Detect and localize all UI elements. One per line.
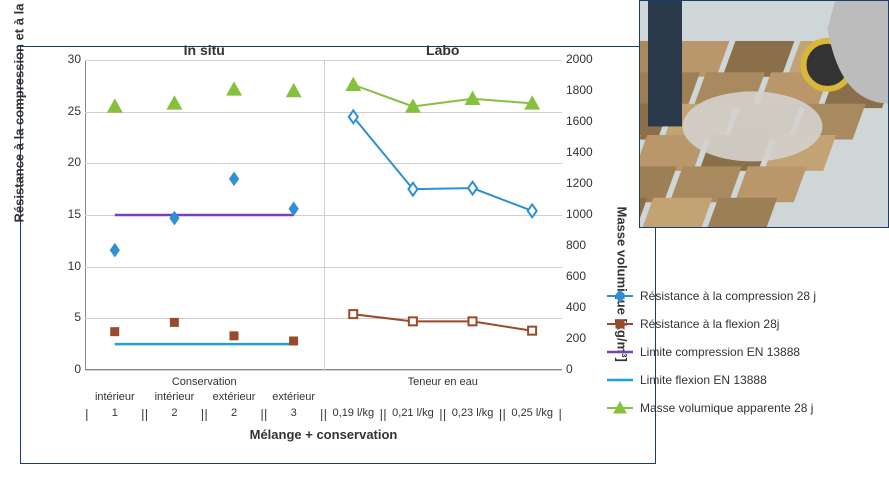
- flex-labo-marker: [409, 317, 417, 325]
- x-insitu-sub1: extérieur: [264, 391, 324, 403]
- x-labo-sub: 0,21 l/kg: [383, 407, 443, 419]
- flex-labo-line: [353, 314, 532, 331]
- legend: Résistance à la compression 28 j Résistan…: [606, 288, 816, 428]
- xheader-conservation: Conservation: [145, 376, 264, 388]
- legend-swatch: [606, 372, 634, 388]
- dens-insitu-marker: [227, 82, 241, 95]
- dens-insitu-marker: [167, 96, 181, 109]
- dens-labo-marker: [465, 92, 479, 105]
- photo: [639, 0, 889, 228]
- x-labo-sub: 0,23 l/kg: [443, 407, 503, 419]
- x-insitu-sub2: 1: [85, 407, 145, 419]
- photo-svg: [640, 1, 889, 228]
- yL-axis-label: Résistance à la compression et à la flex…: [12, 207, 27, 223]
- legend-item: Limite compression EN 13888: [606, 344, 816, 360]
- legend-swatch: [606, 344, 634, 360]
- x-labo-sub: 0,19 l/kg: [323, 407, 383, 419]
- flex-insitu-marker: [230, 332, 238, 340]
- comp-labo-line: [353, 117, 532, 211]
- legend-label: Résistance à la flexion 28j: [640, 317, 779, 331]
- flex-insitu-marker: [170, 318, 178, 326]
- legend-label: Limite flexion EN 13888: [640, 373, 767, 387]
- flex-insitu-marker: [290, 337, 298, 345]
- legend-item: Résistance à la compression 28 j: [606, 288, 816, 304]
- legend-item: Résistance à la flexion 28j: [606, 316, 816, 332]
- x-insitu-sub2: 2: [144, 407, 204, 419]
- x-insitu-sub1: intérieur: [144, 391, 204, 403]
- flex-labo-marker: [468, 317, 476, 325]
- dens-insitu-marker: [108, 99, 122, 112]
- legend-label: Masse volumique apparente 28 j: [640, 401, 813, 415]
- x-insitu-sub2: 2: [204, 407, 264, 419]
- legend-swatch: [606, 288, 634, 304]
- flex-labo-marker: [528, 327, 536, 335]
- x-insitu-sub1: intérieur: [85, 391, 145, 403]
- dens-labo-line: [353, 85, 532, 107]
- flex-insitu-marker: [111, 328, 119, 336]
- dens-labo-marker: [346, 78, 360, 91]
- flex-labo-marker: [349, 310, 357, 318]
- x-insitu-sub1: extérieur: [204, 391, 264, 403]
- legend-swatch: [606, 316, 634, 332]
- x-labo-sub: 0,25 l/kg: [502, 407, 562, 419]
- comp-labo-marker: [468, 182, 477, 195]
- comp-insitu-marker: [230, 172, 239, 185]
- legend-item: Masse volumique apparente 28 j: [606, 400, 816, 416]
- legend-label: Limite compression EN 13888: [640, 345, 800, 359]
- legend-item: Limite flexion EN 13888: [606, 372, 816, 388]
- comp-insitu-marker: [289, 202, 298, 215]
- legend-label: Résistance à la compression 28 j: [640, 289, 816, 303]
- xheader-teneur: Teneur en eau: [383, 376, 502, 388]
- comp-insitu-marker: [170, 212, 179, 225]
- x-insitu-sub2: 3: [264, 407, 324, 419]
- dens-insitu-marker: [287, 84, 301, 97]
- comp-labo-marker: [528, 204, 537, 217]
- comp-insitu-marker: [110, 244, 119, 257]
- x-axis-label: Mélange + conservation: [85, 427, 562, 442]
- yR-axis-label: Masse volumique [kg/m³]: [615, 207, 630, 223]
- legend-swatch: [606, 400, 634, 416]
